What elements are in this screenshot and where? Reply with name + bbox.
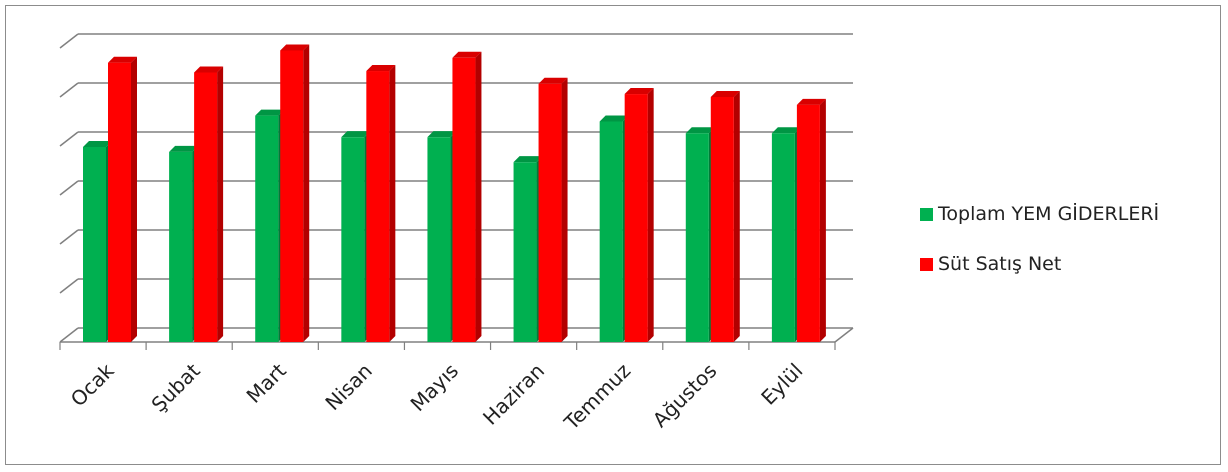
bar-series-0 bbox=[83, 140, 112, 342]
gridline-depth bbox=[59, 278, 79, 294]
bar-front bbox=[83, 146, 106, 342]
floor-edge bbox=[834, 327, 854, 343]
bar-side bbox=[131, 56, 137, 342]
legend: Toplam YEM GİDERLERİ Süt Satış Net bbox=[920, 200, 1159, 300]
bar-series-0 bbox=[599, 115, 629, 342]
bar-side bbox=[819, 98, 826, 342]
bar-top bbox=[452, 51, 482, 58]
bar-front bbox=[427, 137, 451, 342]
legend-item-yem: Toplam YEM GİDERLERİ bbox=[920, 200, 1159, 228]
bar-front bbox=[194, 72, 218, 342]
legend-label: Toplam YEM GİDERLERİ bbox=[938, 203, 1160, 225]
bar-top bbox=[771, 127, 801, 134]
bar-series-0 bbox=[685, 127, 715, 342]
bar-front bbox=[538, 83, 562, 343]
bar-front bbox=[771, 133, 795, 342]
bar-series-1 bbox=[796, 98, 826, 342]
legend-swatch-red bbox=[920, 257, 933, 271]
bar-top bbox=[513, 156, 543, 163]
bar-front bbox=[796, 104, 820, 342]
bar-front bbox=[513, 162, 537, 342]
bar-series-0 bbox=[427, 131, 457, 342]
bar-top bbox=[255, 109, 285, 116]
bar-front bbox=[280, 50, 304, 342]
bar-top bbox=[341, 131, 371, 138]
bar-top bbox=[710, 91, 740, 97]
bar-side bbox=[475, 51, 482, 343]
bar-series-0 bbox=[341, 131, 371, 342]
bar-top bbox=[194, 66, 224, 73]
gridline-depth bbox=[59, 131, 79, 147]
bar-front bbox=[452, 57, 476, 343]
bar-series-1 bbox=[280, 44, 310, 342]
legend-swatch-green bbox=[920, 207, 933, 221]
x-tick-label: Ocak bbox=[66, 358, 119, 411]
bar-series-0 bbox=[169, 145, 199, 342]
bar-top bbox=[366, 65, 396, 72]
bar-side bbox=[389, 65, 396, 342]
bar-top bbox=[427, 131, 457, 138]
gridline-depth bbox=[59, 180, 79, 196]
bar-front bbox=[685, 133, 709, 342]
x-tick-label: Eylül bbox=[756, 359, 807, 410]
legend-label: Süt Satış Net bbox=[938, 253, 1062, 275]
bar-side bbox=[561, 77, 568, 343]
bar-top bbox=[83, 140, 112, 147]
gridline-depth bbox=[59, 82, 79, 98]
bar-series-1 bbox=[452, 51, 482, 343]
x-tick-label: Haziran bbox=[478, 359, 549, 430]
bar-series-0 bbox=[255, 109, 285, 343]
legend-item-sut: Süt Satış Net bbox=[920, 250, 1159, 278]
bar-top bbox=[169, 145, 199, 152]
bar-series-1 bbox=[366, 65, 396, 342]
bar-side bbox=[303, 44, 310, 342]
bar-front bbox=[366, 71, 390, 342]
bar-series-1 bbox=[194, 66, 224, 342]
x-tick-label: Temmuz bbox=[559, 359, 636, 436]
x-tick-label: Şubat bbox=[147, 358, 205, 416]
x-tick-label: Mayıs bbox=[406, 359, 464, 417]
bar-series-1 bbox=[538, 77, 568, 343]
bar-front bbox=[599, 121, 623, 342]
bar-front bbox=[341, 137, 365, 342]
bar-side bbox=[647, 88, 654, 342]
bar-front bbox=[255, 115, 279, 343]
bar-front bbox=[710, 97, 734, 342]
bar-series-1 bbox=[710, 91, 740, 342]
gridline-depth bbox=[59, 327, 79, 343]
bar-top bbox=[538, 77, 568, 84]
x-tick-label: Ağustos bbox=[648, 359, 722, 433]
bar-series-0 bbox=[771, 127, 801, 342]
bar-side bbox=[733, 91, 740, 342]
x-tick-label: Nisan bbox=[320, 359, 376, 415]
bar-top bbox=[108, 56, 137, 63]
bar-top bbox=[685, 127, 715, 134]
bar-side bbox=[217, 66, 224, 342]
x-tick-label: Mart bbox=[242, 358, 291, 407]
bar-front bbox=[169, 151, 193, 342]
bar-series-1 bbox=[624, 88, 654, 342]
bar-top bbox=[280, 44, 310, 51]
bar-front bbox=[108, 62, 131, 342]
bar-top bbox=[624, 88, 654, 95]
bar-series-1 bbox=[108, 56, 137, 342]
bar-top bbox=[599, 115, 629, 122]
gridline-depth bbox=[59, 229, 79, 245]
gridline-depth bbox=[59, 33, 79, 49]
bar-front bbox=[624, 94, 648, 342]
bar-series-0 bbox=[513, 156, 543, 342]
bar-top bbox=[796, 98, 826, 105]
